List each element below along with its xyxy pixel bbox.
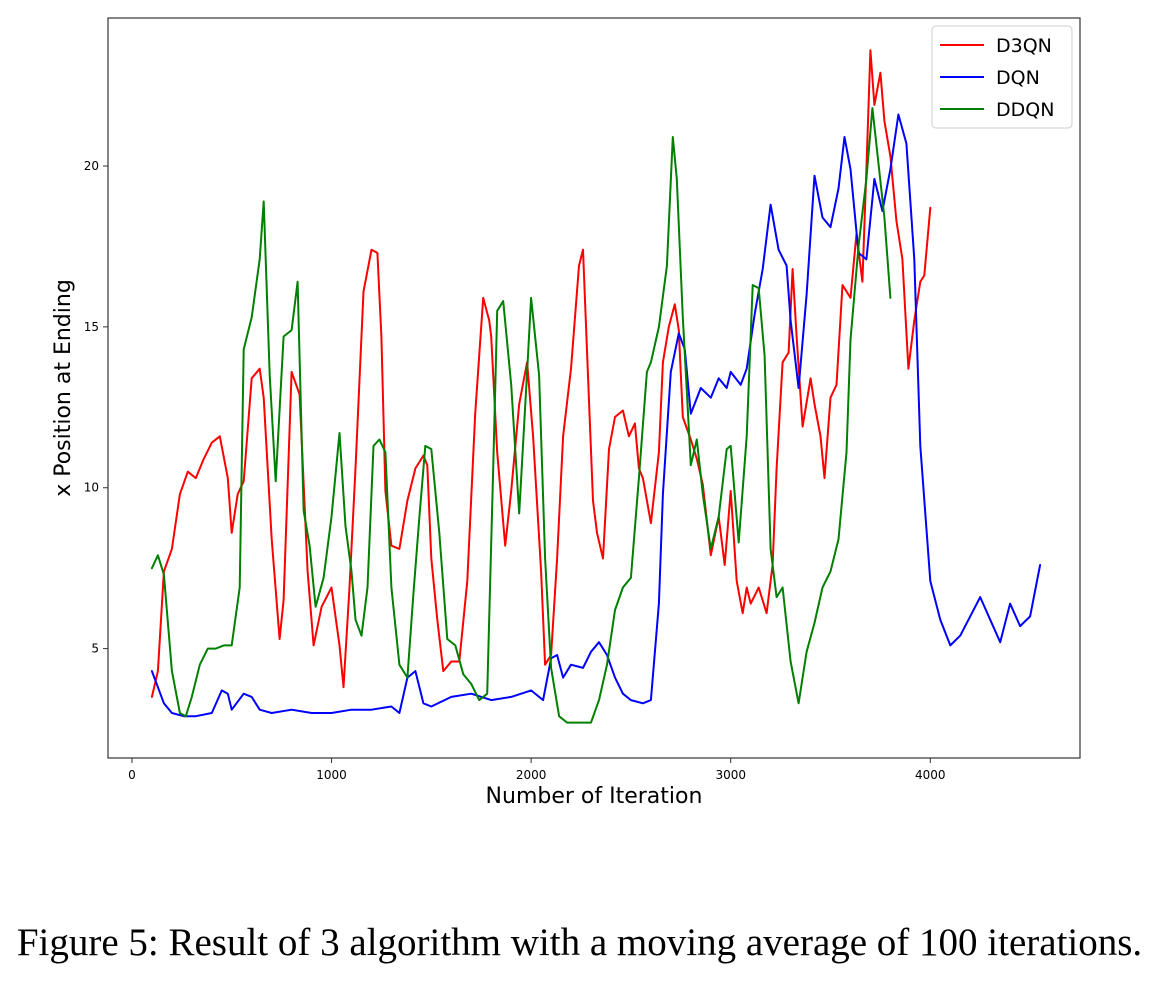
- series-lines: [150, 49, 1042, 724]
- y-tick-label: 15: [84, 320, 99, 334]
- chart-container: 0 1000 2000 3000 4000 5 10 15 20 Number of Iter…: [51, 17, 1081, 809]
- x-tick-label: 3000: [715, 768, 746, 782]
- y-axis-ticks: 5 10 15 20: [84, 159, 108, 656]
- x-tick-label: 0: [128, 768, 136, 782]
- legend: D3QN DQN DDQN: [931, 25, 1073, 129]
- y-tick-label: 20: [84, 159, 99, 173]
- legend-label-ddqn: DDQN: [996, 99, 1054, 121]
- figure-caption: Figure 5: Result of 3 algorithm with a m…: [16, 921, 1143, 964]
- legend-box: [931, 25, 1073, 129]
- legend-label-d3qn: D3QN: [996, 35, 1052, 57]
- series-line-d3qn: [150, 49, 932, 698]
- x-tick-label: 1000: [316, 768, 347, 782]
- series-line-dqn: [150, 113, 1042, 718]
- series-line-ddqn: [150, 107, 892, 724]
- y-axis-label: x Position at Ending: [51, 279, 76, 497]
- x-tick-label: 2000: [516, 768, 547, 782]
- line-chart: 0 1000 2000 3000 4000 5 10 15 20 Number of Iter…: [51, 17, 1081, 809]
- y-tick-label: 10: [84, 481, 99, 495]
- y-tick-label: 5: [91, 642, 99, 656]
- x-tick-label: 4000: [915, 768, 946, 782]
- x-axis-ticks: 0 1000 2000 3000 4000: [128, 758, 946, 782]
- x-axis-label: Number of Iteration: [486, 784, 703, 809]
- legend-label-dqn: DQN: [996, 67, 1040, 89]
